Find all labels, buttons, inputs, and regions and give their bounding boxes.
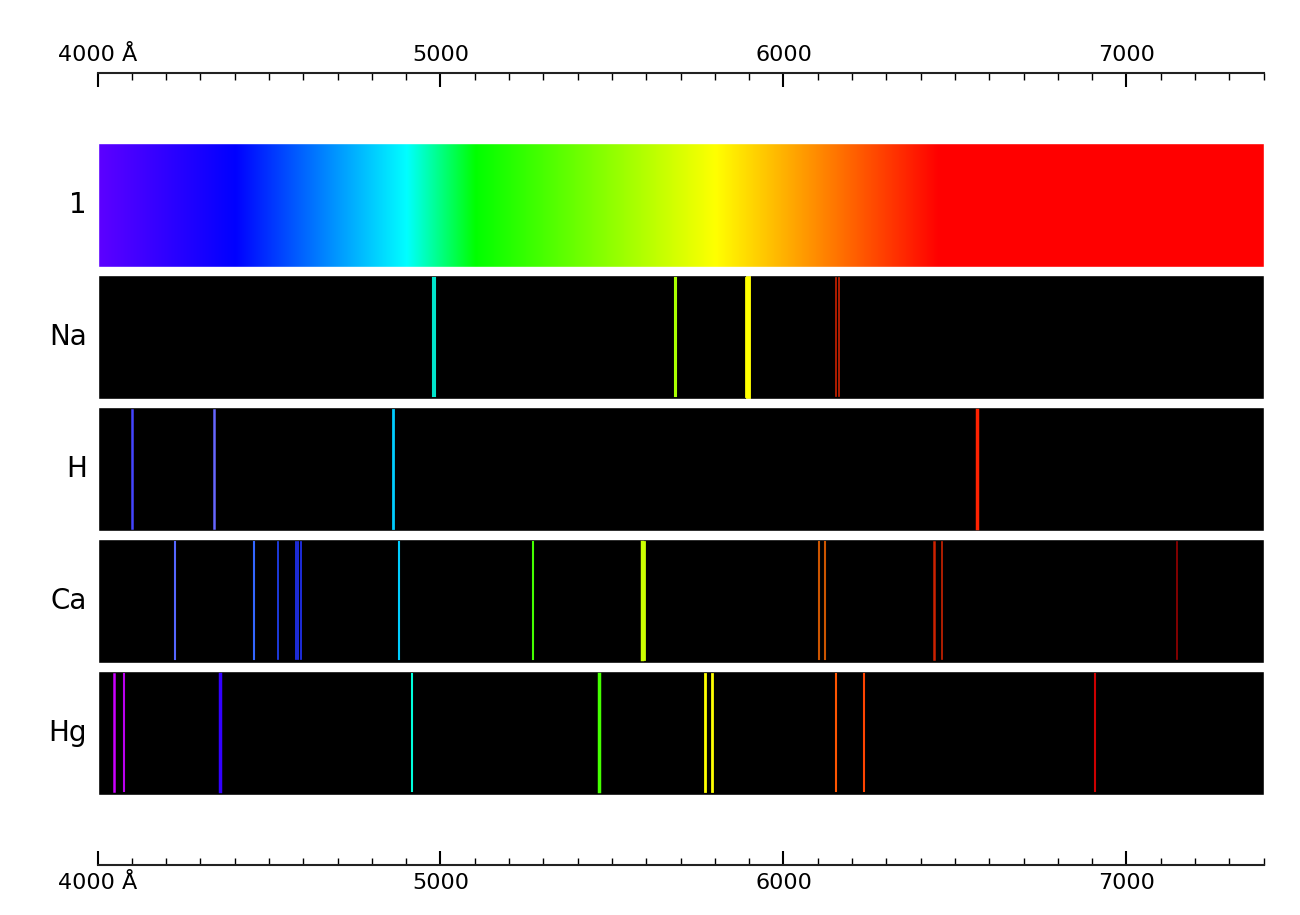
Text: H: H [66, 455, 87, 483]
Text: Hg: Hg [48, 719, 87, 747]
Text: 1: 1 [69, 191, 87, 219]
Text: Na: Na [49, 323, 87, 351]
Text: Ca: Ca [51, 587, 87, 615]
